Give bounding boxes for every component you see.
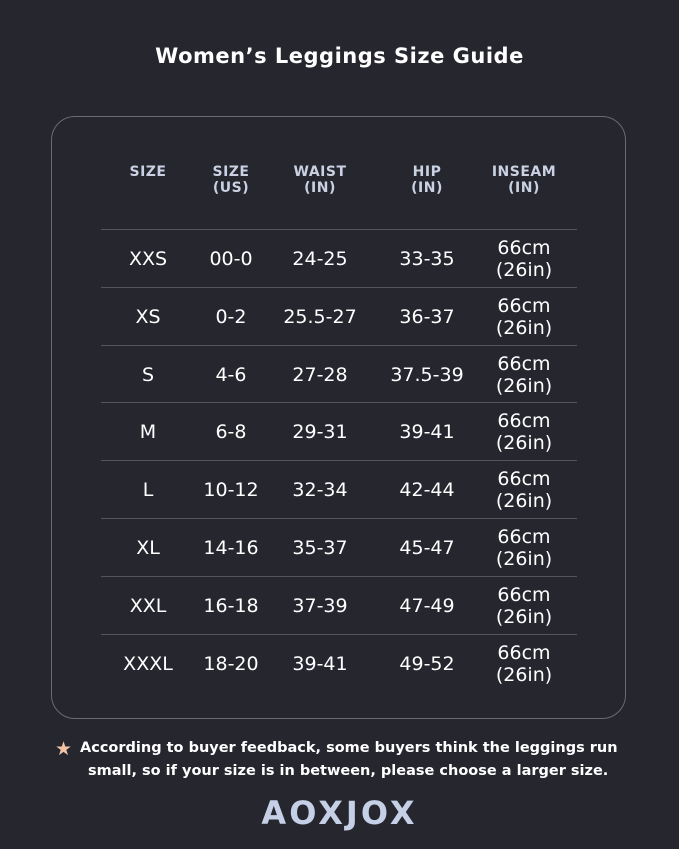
- table-cell: 32-34: [292, 479, 348, 502]
- table-cell: 42-44: [399, 479, 455, 502]
- column-header-line1: SIZE: [212, 164, 250, 180]
- column-header: WAIST (IN): [265, 164, 375, 196]
- table-cell: 24-25: [292, 248, 348, 270]
- column-header-line2: (IN): [304, 180, 336, 196]
- table-cell: 33-35: [399, 248, 455, 270]
- table-cell: M: [139, 421, 157, 444]
- table-cell: 49-52: [399, 652, 455, 675]
- table-cell: 18-20: [203, 652, 259, 675]
- column-header-line1: INSEAM: [491, 164, 557, 180]
- table-row: S 4-6 27-28 37.5-39 66cm (26in): [101, 344, 577, 404]
- table-cell: 45-47: [399, 537, 455, 559]
- table-cell: 14-16: [203, 537, 259, 559]
- table-cell: XXS: [128, 248, 168, 270]
- column-header-line2: (US): [212, 180, 250, 196]
- table-cell: XL: [136, 537, 160, 559]
- table-cell: 39-41: [399, 421, 455, 444]
- column-header: SIZE: [93, 164, 203, 180]
- table-row: XXL 16-18 37-39 47-49 66cm (26in): [101, 575, 577, 635]
- table-cell: 39-41: [292, 652, 348, 675]
- size-table-frame: [51, 116, 626, 719]
- table-cell: 0-2: [215, 305, 247, 328]
- column-header-line1: HIP: [412, 164, 442, 180]
- table-cell: XXL: [129, 594, 167, 617]
- table-cell: 47-49: [399, 594, 455, 617]
- table-row: M 6-8 29-31 39-41 66cm (26in): [101, 402, 577, 461]
- table-cell: 36-37: [399, 305, 455, 328]
- table-row: XL 14-16 35-37 45-47 66cm (26in): [101, 518, 577, 577]
- fit-note-line2: small, so if your size is in between, pl…: [88, 763, 609, 779]
- table-cell: 37.5-39: [390, 363, 464, 386]
- fit-note-line1: According to buyer feedback, some buyers…: [80, 740, 618, 756]
- table-cell: 10-12: [203, 479, 259, 502]
- table-cell: 66cm (26in): [495, 352, 553, 397]
- table-row: L 10-12 32-34 42-44 66cm (26in): [101, 460, 577, 519]
- table-cell: 66cm (26in): [495, 641, 553, 686]
- table-cell: 66cm (26in): [495, 526, 553, 570]
- brand-logo: AOXJOX: [261, 794, 418, 832]
- table-cell: 66cm (26in): [495, 410, 553, 455]
- fit-note: According to buyer feedback, some buyers…: [80, 737, 640, 783]
- page-title: Women’s Leggings Size Guide: [155, 44, 524, 68]
- table-cell: XS: [135, 305, 161, 328]
- table-cell: 27-28: [292, 363, 348, 386]
- table-cell: 25.5-27: [283, 305, 357, 328]
- table-row: XXS 00-0 24-25 33-35 66cm (26in): [101, 229, 577, 288]
- column-header: HIP (IN): [372, 164, 482, 196]
- table-cell: 16-18: [203, 594, 259, 617]
- column-header-line1: SIZE: [129, 164, 167, 180]
- table-cell: L: [142, 479, 154, 502]
- table-cell: XXXL: [123, 652, 173, 675]
- table-row: XXXL 18-20 39-41 49-52 66cm (26in): [101, 633, 577, 693]
- table-cell: 66cm (26in): [495, 468, 553, 513]
- column-header-line2: (IN): [411, 180, 443, 196]
- column-header: INSEAM (IN): [469, 164, 579, 196]
- column-header: SIZE (US): [176, 164, 286, 196]
- table-cell: 35-37: [292, 537, 348, 559]
- table-cell: S: [141, 363, 155, 386]
- table-cell: 6-8: [215, 421, 247, 444]
- table-cell: 66cm (26in): [495, 237, 553, 281]
- column-header-line1: WAIST: [293, 164, 347, 180]
- table-cell: 29-31: [292, 421, 348, 444]
- table-cell: 00-0: [209, 248, 253, 270]
- table-cell: 66cm (26in): [495, 294, 553, 339]
- table-row: XS 0-2 25.5-27 36-37 66cm (26in): [101, 286, 577, 346]
- star-icon: ★: [55, 738, 73, 760]
- table-cell: 66cm (26in): [495, 583, 553, 628]
- table-cell: 37-39: [292, 594, 348, 617]
- column-header-line2: (IN): [508, 180, 540, 196]
- table-cell: 4-6: [215, 363, 247, 386]
